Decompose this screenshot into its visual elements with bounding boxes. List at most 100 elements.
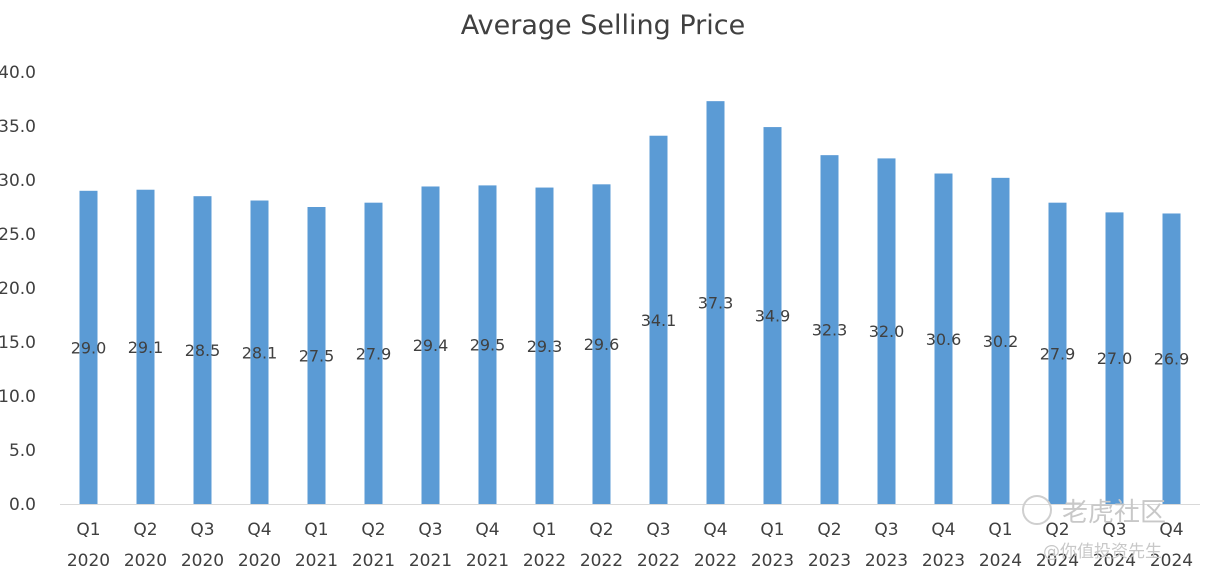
data-label: 27.0: [1097, 349, 1133, 368]
y-tick-label: 5.0: [9, 441, 36, 461]
x-tick-year: 2023: [865, 551, 908, 571]
bar: [478, 185, 497, 504]
data-label: 32.3: [812, 321, 848, 340]
bar: [592, 184, 611, 504]
data-label: 29.4: [413, 336, 449, 355]
x-tick-quarter: Q3: [646, 520, 670, 540]
y-tick-label: 40.0: [0, 63, 36, 83]
x-tick-year: 2020: [124, 551, 167, 571]
data-label: 29.6: [584, 335, 620, 354]
bar: [193, 196, 212, 504]
x-tick-quarter: Q2: [589, 520, 613, 540]
x-tick-year: 2024: [1150, 551, 1193, 571]
x-tick-year: 2022: [580, 551, 623, 571]
chart-title: Average Selling Price: [461, 10, 745, 41]
bar: [991, 177, 1010, 504]
y-tick-label: 30.0: [0, 171, 36, 191]
data-label: 30.6: [926, 330, 962, 349]
x-tick-quarter: Q4: [931, 520, 955, 540]
bar: [649, 135, 668, 504]
y-tick-label: 10.0: [0, 387, 36, 407]
data-label: 34.9: [755, 307, 791, 326]
x-tick-quarter: Q3: [190, 520, 214, 540]
x-tick-quarter: Q1: [76, 520, 100, 540]
x-tick-quarter: Q2: [133, 520, 157, 540]
x-tick-year: 2021: [352, 551, 395, 571]
bar: [1105, 212, 1124, 504]
x-tick-year: 2022: [523, 551, 566, 571]
x-tick-quarter: Q2: [817, 520, 841, 540]
bar: [364, 202, 383, 504]
watermark-sub-text: @你值投资先生: [1043, 542, 1162, 562]
bar: [763, 127, 782, 504]
y-tick-label: 15.0: [0, 333, 36, 353]
x-tick-quarter: Q3: [1102, 520, 1126, 540]
y-tick-label: 25.0: [0, 225, 36, 245]
x-tick-year: 2020: [181, 551, 224, 571]
data-label: 30.2: [983, 332, 1019, 351]
x-tick-year: 2022: [694, 551, 737, 571]
bar: [934, 173, 953, 504]
data-label: 28.1: [242, 343, 278, 362]
bar: [1048, 202, 1067, 504]
x-tick-quarter: Q3: [418, 520, 442, 540]
x-tick-year: 2023: [922, 551, 965, 571]
bar: [877, 158, 896, 504]
bar: [706, 101, 725, 504]
x-tick-quarter: Q4: [247, 520, 271, 540]
x-tick-quarter: Q2: [1045, 520, 1069, 540]
y-axis: 0.0 5.0 10.0 15.0 20.0 25.0 30.0 35.0 40.0: [0, 63, 36, 515]
bar: [421, 186, 440, 505]
data-label: 29.5: [470, 336, 506, 355]
x-tick-quarter: Q1: [532, 520, 556, 540]
data-label: 29.0: [71, 338, 107, 357]
watermark-logo-text: 老虎社区: [1062, 498, 1166, 528]
bar: [820, 155, 839, 504]
data-label: 29.3: [527, 337, 563, 356]
x-tick-year: 2021: [409, 551, 452, 571]
data-label: 27.9: [356, 344, 392, 363]
x-tick-quarter: Q4: [1159, 520, 1183, 540]
watermark: 老虎社区 @你值投资先生: [1022, 495, 1166, 562]
bar: [307, 207, 326, 504]
bar: [1162, 213, 1181, 505]
x-tick-year: 2020: [67, 551, 110, 571]
x-tick-year: 2021: [295, 551, 338, 571]
x-tick-year: 2023: [751, 551, 794, 571]
x-tick-year: 2023: [808, 551, 851, 571]
x-tick-quarter: Q2: [361, 520, 385, 540]
x-tick-quarter: Q4: [703, 520, 727, 540]
data-label: 27.9: [1040, 344, 1076, 363]
bar: [535, 187, 554, 504]
bars: [79, 101, 1181, 505]
y-tick-label: 20.0: [0, 279, 36, 299]
data-label: 29.1: [128, 338, 164, 357]
bar: [79, 190, 98, 505]
x-tick-year: 2024: [1036, 551, 1079, 571]
x-axis: Q1 2020 Q2 2020 Q3 2020 Q4 2020 Q1 2021 Q2 2021 Q3 20…: [60, 504, 1200, 571]
data-label: 27.5: [299, 347, 335, 366]
watermark-logo-icon: [1022, 495, 1052, 525]
bar: [136, 189, 155, 504]
x-tick-quarter: Q1: [304, 520, 328, 540]
x-tick-quarter: Q1: [760, 520, 784, 540]
y-tick-label: 35.0: [0, 117, 36, 137]
y-tick-label: 0.0: [9, 495, 36, 515]
x-tick-quarter: Q3: [874, 520, 898, 540]
x-tick-quarter: Q1: [988, 520, 1012, 540]
data-label: 28.5: [185, 341, 221, 360]
x-tick-year: 2022: [637, 551, 680, 571]
data-label: 26.9: [1154, 350, 1190, 369]
x-tick-year: 2021: [466, 551, 509, 571]
x-tick-year: 2024: [1093, 551, 1136, 571]
data-labels: 29.0 29.1 28.5 28.1 27.5 27.9 29.4 29.5 29.3 29.6…: [71, 294, 1190, 369]
data-label: 37.3: [698, 294, 734, 313]
bar: [250, 200, 269, 504]
x-tick-quarter: Q4: [475, 520, 499, 540]
x-tick-year: 2024: [979, 551, 1022, 571]
data-label: 34.1: [641, 311, 677, 330]
data-label: 32.0: [869, 322, 905, 341]
x-tick-year: 2020: [238, 551, 281, 571]
